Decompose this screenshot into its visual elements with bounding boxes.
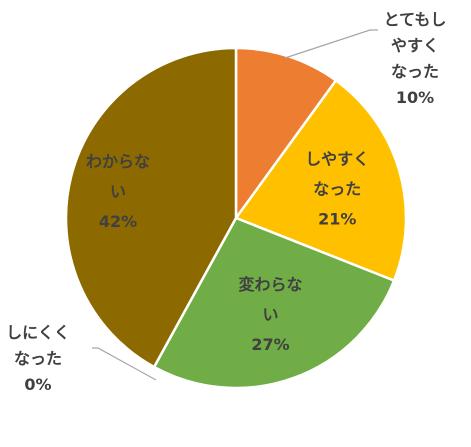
slice-4-label-line-1: い [110,182,126,201]
slice-1-label-line-1: なった [313,180,361,199]
slice-2-label-line-1: い [263,305,279,324]
slice-3-label-line-1: なった [14,349,62,368]
slice-0-label-line-1: やすく [391,36,439,55]
slice-3-label-line-0: しにくく [6,323,70,342]
slice-0-label-line-0: とてもし [384,10,447,29]
slice-2-value-label: 27% [251,335,289,354]
slice-4-wedge [64,46,238,369]
slice-1-label-line-0: しやすく [305,150,369,169]
slice-0-value-label: 10% [396,88,434,107]
slice-1-wedge [234,79,408,282]
slice-0-leader-line [284,29,378,59]
slice-2-label-line-0: 変わらな [239,275,303,294]
slice-4-label-line-0: わからな [86,152,150,171]
slice-4-value-label: 42% [99,212,137,231]
slice-3-value-label: 0% [24,375,51,394]
slice-0-label-line-2: なった [391,62,439,81]
slice-3-leader-line [92,347,157,381]
slice-1-value-label: 21% [318,210,356,229]
slice-labels: とてもしやすくなった10%しやすくなった21%変わらない27%しにくくなった0%… [6,10,446,394]
pie-slices [64,46,408,390]
slice-2-wedge [152,216,396,390]
leader-lines [92,29,378,381]
